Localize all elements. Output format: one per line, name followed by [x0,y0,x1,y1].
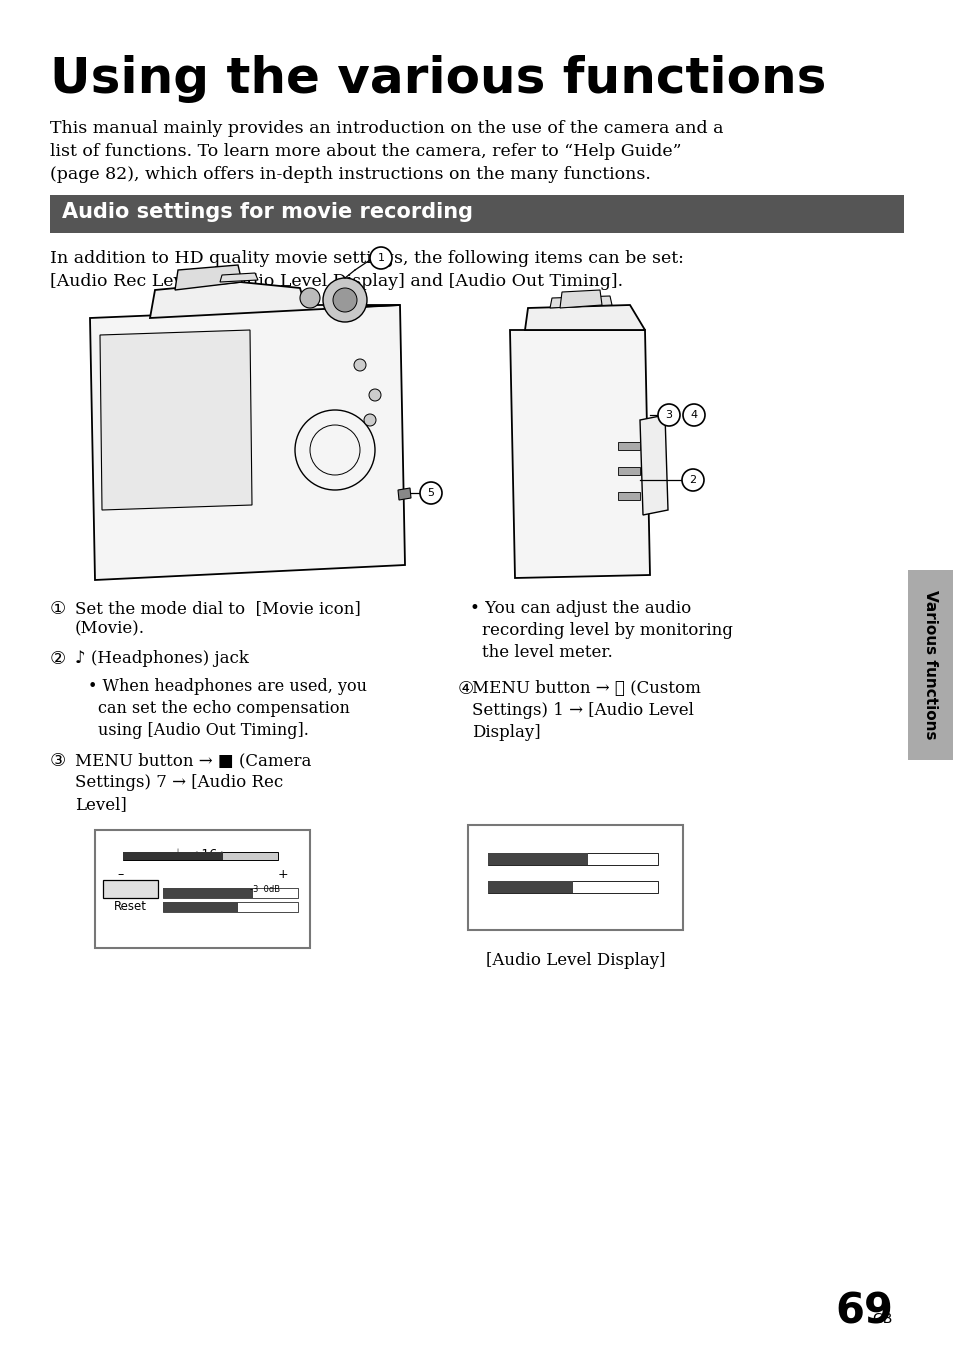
Text: recording level by monitoring: recording level by monitoring [481,621,732,639]
Text: 5: 5 [427,488,434,498]
Circle shape [299,288,319,308]
Polygon shape [559,291,601,308]
Bar [488,853,587,865]
Bar [488,853,658,865]
Text: +: + [277,868,288,881]
Circle shape [333,288,356,312]
Text: ④: ④ [457,681,474,698]
Text: Using the various functions: Using the various functions [50,55,825,104]
Text: 4: 4 [690,410,697,420]
Bar [163,888,297,898]
Text: GB: GB [872,1311,892,1326]
Polygon shape [100,330,252,510]
Bar [163,902,237,912]
Text: -3  0dB: -3 0dB [250,885,280,894]
Circle shape [681,469,703,491]
Text: (Movie).: (Movie). [75,620,145,638]
Bar [907,570,953,760]
Text: ③: ③ [50,752,66,769]
Bar [488,881,573,893]
Text: Reset: Reset [113,901,147,913]
Bar [123,851,277,859]
Text: list of functions. To learn more about the camera, refer to “Help Guide”: list of functions. To learn more about t… [50,143,680,160]
Polygon shape [550,296,612,308]
Text: using [Audio Out Timing].: using [Audio Out Timing]. [98,722,309,738]
Bar [163,888,253,898]
Circle shape [354,359,366,371]
Circle shape [369,389,380,401]
Text: ②: ② [50,650,66,668]
Text: [Audio Rec Level], [Audio Level Display] and [Audio Out Timing].: [Audio Rec Level], [Audio Level Display]… [50,273,622,291]
Polygon shape [524,305,644,330]
Text: In addition to HD quality movie settings, the following items can be set:: In addition to HD quality movie settings… [50,250,683,268]
Bar [468,824,682,929]
Bar [50,195,903,233]
Polygon shape [150,282,399,317]
Text: 3: 3 [665,410,672,420]
Text: 2: 2 [689,475,696,486]
Circle shape [682,404,704,426]
Text: Various functions: Various functions [923,590,938,740]
Circle shape [658,404,679,426]
Bar [618,467,639,475]
Bar [488,881,658,893]
Text: [Audio Level Display]: [Audio Level Display] [485,952,664,968]
Polygon shape [90,305,405,580]
Circle shape [364,414,375,426]
Text: 69: 69 [834,1290,892,1332]
Text: –: – [117,868,123,881]
Bar [103,880,158,898]
Text: Settings) 1 → [Audio Level: Settings) 1 → [Audio Level [472,702,693,720]
Text: Settings) 7 → [Audio Rec: Settings) 7 → [Audio Rec [75,773,283,791]
Bar [123,851,223,859]
Text: ♩  ◄ 16 ►: ♩ ◄ 16 ► [173,847,231,861]
Text: (page 82), which offers in-depth instructions on the many functions.: (page 82), which offers in-depth instruc… [50,165,650,183]
Circle shape [419,482,441,504]
Text: Level]: Level] [75,796,127,812]
Bar [618,492,639,500]
Text: can set the echo compensation: can set the echo compensation [98,699,350,717]
Circle shape [323,278,367,321]
Bar [95,830,310,948]
Text: MENU button → ■ (Camera: MENU button → ■ (Camera [75,752,311,769]
Text: 1: 1 [377,253,384,264]
Text: the level meter.: the level meter. [481,644,612,660]
Text: • You can adjust the audio: • You can adjust the audio [470,600,691,617]
Text: • When headphones are used, you: • When headphones are used, you [88,678,367,695]
Text: Audio settings for movie recording: Audio settings for movie recording [62,202,473,222]
Text: This manual mainly provides an introduction on the use of the camera and a: This manual mainly provides an introduct… [50,120,722,137]
Polygon shape [639,416,667,515]
Bar [163,902,297,912]
Polygon shape [397,488,411,500]
Circle shape [370,247,392,269]
Bar [618,443,639,451]
Text: ♪ (Headphones) jack: ♪ (Headphones) jack [75,650,249,667]
Text: ①: ① [50,600,66,617]
Polygon shape [174,265,242,291]
Text: Set the mode dial to  [Movie icon]: Set the mode dial to [Movie icon] [75,600,360,617]
Text: MENU button → ⚙ (Custom: MENU button → ⚙ (Custom [472,681,700,697]
Polygon shape [220,273,257,282]
Polygon shape [510,330,649,578]
Text: Display]: Display] [472,724,540,741]
